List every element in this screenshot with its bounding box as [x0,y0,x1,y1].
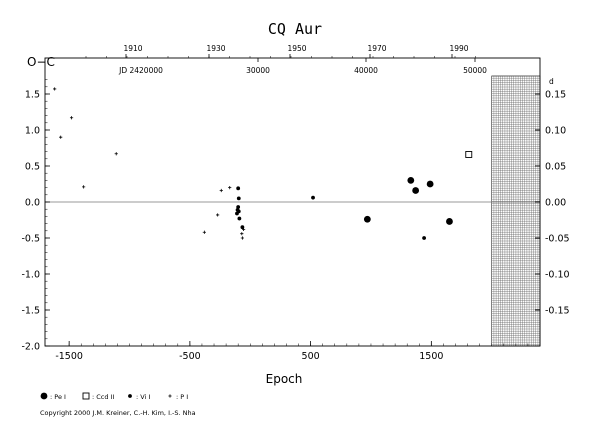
x-tick-label: 500 [302,351,320,362]
year-tick-label: 1950 [287,44,306,53]
legend-marker [168,394,172,398]
legend-marker [40,392,48,400]
year-tick-label: 1930 [206,44,225,53]
data-point [242,227,246,231]
x-axis-label: Epoch [266,372,303,386]
year-tick-label: 1970 [367,44,386,53]
data-point [363,215,371,223]
right-tick-label: 0.05 [545,162,566,173]
right-tick-label: 0.00 [545,198,566,209]
right-tick-label: -0.15 [545,306,570,317]
data-point [216,213,220,217]
jd-tick-label: 40000 [354,66,378,75]
y-axis-label: O−C [27,55,55,69]
future-hatch-region [491,75,541,347]
data-point [407,177,415,184]
data-points [53,87,473,240]
y-tick-label: -1.5 [21,306,40,317]
x-tick-label: -1500 [55,351,83,362]
y-tick-label: 0.5 [25,162,40,173]
legend-label: : Pe I [50,393,66,401]
data-point [202,230,206,234]
jd-prefix-label: JD 2420000 [118,66,163,75]
data-point [236,186,241,191]
y-tick-label: -1.0 [21,270,40,281]
x-tick-label: 1500 [419,351,443,362]
chart-title: CQ Aur [268,20,322,38]
data-point [422,236,426,240]
year-tick-label: 1910 [123,44,142,53]
data-point [237,216,242,221]
year-tick-label: 1990 [449,44,468,53]
data-point [311,195,315,200]
data-point [412,187,420,194]
legend-label: : Vi I [136,393,150,401]
y-tick-label: -0.5 [21,234,40,245]
data-point [236,196,241,201]
data-point [82,185,86,189]
legend-label: : Ccd II [92,393,114,401]
data-point [219,188,223,193]
right-tick-label: 0.10 [545,126,566,137]
y-tick-label: -2.0 [21,342,40,353]
axes: -2.0 -1.5 -1.0 -0.5 0.0 0.5 1.0 1.5 -1500 -500 500… [21,44,569,362]
right-tick-label: -0.05 [545,234,570,245]
legend-marker [128,394,132,398]
jd-tick-label: 50000 [463,66,487,75]
data-point [228,186,232,190]
right-unit-label: d [549,77,554,86]
legend: : Pe I : Ccd II : Vi I : P I [40,392,188,401]
data-point [446,218,453,225]
data-point [465,151,473,158]
y-tick-label: 1.0 [25,126,40,137]
data-point [53,87,57,91]
data-point [240,236,244,240]
legend-label: : P I [176,393,188,401]
data-point [235,211,239,216]
copyright-text: Copyright 2000 J.M. Kreiner, C.-H. Kim, … [40,409,196,417]
right-tick-label: 0.15 [545,90,566,101]
legend-marker [82,392,90,400]
y-tick-label: 1.5 [25,90,40,101]
data-point [59,135,63,139]
data-point [69,116,74,120]
x-tick-label: -500 [179,351,201,362]
data-point [114,152,118,156]
right-tick-label: -0.10 [545,270,570,281]
data-point [426,180,434,188]
y-tick-label: 0.0 [25,198,40,209]
data-point [240,232,244,236]
jd-tick-label: 30000 [246,66,270,75]
data-point [236,205,241,209]
